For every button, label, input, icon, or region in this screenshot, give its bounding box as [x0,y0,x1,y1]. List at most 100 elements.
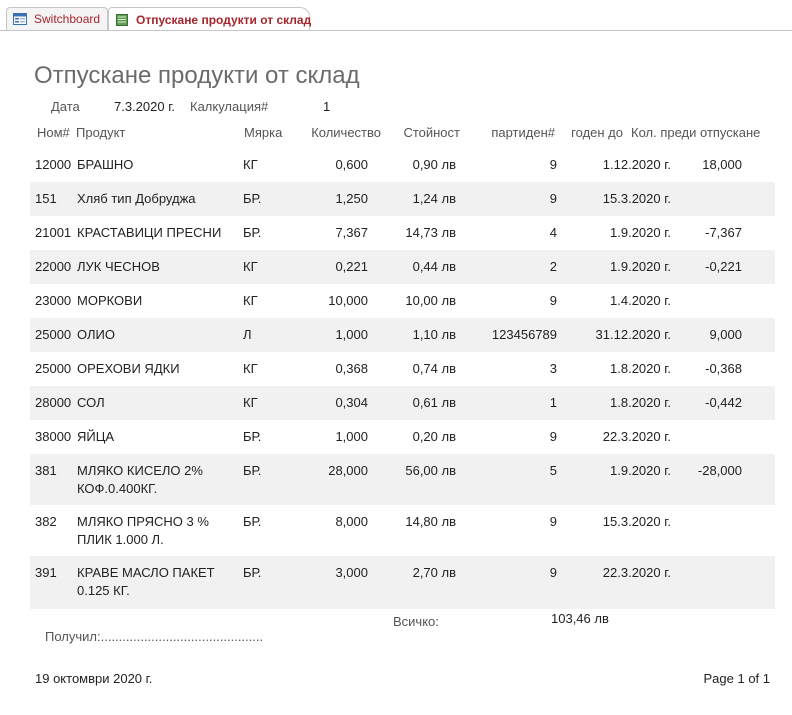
table-row: 25000 ОРЕХОВИ ЯДКИ КГ 0,368 0,74 лв 3 1.8.2020… [30,352,775,386]
calculation-label: Калкулация# [190,99,269,114]
cell-qty-before: -0,368 [705,361,742,376]
cell-unit: КГ [243,361,258,376]
cell-quantity: 1,000 [335,327,368,342]
cell-expiry: 1.9.2020 г. [610,225,671,240]
table-row: 38000 ЯЙЦА БР. 1,000 0,20 лв 9 22.3.2020 г. [30,420,775,454]
column-header-quantity: Количество [311,125,381,140]
cell-expiry: 1.8.2020 г. [610,361,671,376]
cell-product: МОРКОВИ [77,293,143,308]
cell-cost: 1,24 лв [412,191,456,206]
report-icon [116,13,128,26]
column-header-qty-before: Кол. преди отпускане [631,125,761,140]
cell-batch: 9 [549,429,557,444]
table-row: 381 МЛЯКО КИСЕЛО 2% КОФ.0.400КГ. БР. 28,000… [30,454,775,505]
tab-divider [0,30,792,31]
cell-number: 38000 [35,429,72,444]
cell-expiry: 1.9.2020 г. [610,463,671,478]
cell-batch: 9 [549,514,557,529]
cell-cost: 10,00 лв [405,293,456,308]
table-row: 151 Хляб тип Добруджа БР. 1,250 1,24 лв 9 15.3… [30,182,775,216]
document-tab-strip: Switchboard Отпускане продукти от склад [0,0,792,31]
date-label: Дата [51,99,80,114]
column-header-unit: Мярка [244,125,283,140]
cell-quantity: 0,221 [335,259,368,274]
cell-qty-before: 18,000 [702,157,742,172]
table-row: 391 КРАВЕ МАСЛО ПАКЕТ 0.125 КГ. БР. 3,000 2,… [30,556,775,609]
cell-unit: КГ [243,395,258,410]
cell-cost: 56,00 лв [405,463,456,478]
cell-unit: БР. [243,514,262,529]
tab-report[interactable]: Отпускане продукти от склад [108,7,312,31]
cell-unit: Л [243,327,252,342]
cell-cost: 14,73 лв [405,225,456,240]
cell-quantity: 0,368 [335,361,368,376]
cell-expiry: 22.3.2020 г. [602,429,671,444]
date-value: 7.3.2020 г. [114,99,175,114]
column-header-batch: партиден# [491,125,555,140]
cell-batch: 123456789 [491,327,557,342]
cell-unit: БР. [243,429,262,444]
cell-qty-before: -0,221 [705,259,742,274]
cell-qty-before: -0,442 [705,395,742,410]
tab-label: Switchboard [34,12,101,26]
cell-number: 391 [35,565,57,580]
cell-cost: 0,20 лв [412,429,456,444]
form-icon [13,13,27,25]
cell-expiry: 22.3.2020 г. [602,565,671,580]
page-number: Page 1 of 1 [703,671,771,686]
cell-product: ОЛИО [77,327,115,342]
cell-cost: 1,10 лв [412,327,456,342]
cell-unit: КГ [243,157,258,172]
cell-quantity: 0,304 [335,395,368,410]
cell-cost: 0,61 лв [412,395,456,410]
table-row: 22000 ЛУК ЧЕСНОВ КГ 0,221 0,44 лв 2 1.9.2020 г… [30,250,775,284]
cell-cost: 0,74 лв [412,361,456,376]
report-title: Отпускане продукти от склад [34,62,360,89]
cell-batch: 9 [549,293,557,308]
cell-qty-before: 9,000 [709,327,742,342]
column-header-number: Ном# [37,125,70,140]
received-by-line: Получил:................................… [45,629,264,644]
cell-quantity: 10,000 [328,293,368,308]
cell-expiry: 1.9.2020 г. [610,259,671,274]
cell-batch: 9 [549,191,557,206]
cell-product: ЯЙЦА [77,429,115,444]
table-row: 25000 ОЛИО Л 1,000 1,10 лв 123456789 31.12.202… [30,318,775,352]
tab-label: Отпускане продукти от склад [136,12,312,27]
cell-batch: 9 [549,157,557,172]
table-row: 28000 СОЛ КГ 0,304 0,61 лв 1 1.8.2020 г. -0,442 [30,386,775,420]
cell-cost: 14,80 лв [405,514,456,529]
cell-cost: 0,90 лв [412,157,456,172]
cell-product: КРАСТАВИЦИ ПРЕСНИ [77,225,222,240]
column-header-expiry: годен до [571,125,623,140]
cell-product: БРАШНО [77,157,134,172]
table-row: 21001 КРАСТАВИЦИ ПРЕСНИ БР. 7,367 14,73 лв 4 1… [30,216,775,250]
cell-qty-before: -7,367 [705,225,742,240]
cell-number: 28000 [35,395,72,410]
cell-cost: 0,44 лв [412,259,456,274]
table-row: 382 МЛЯКО ПРЯСНО 3 % ПЛИК 1.000 Л. БР. 8,00… [30,505,775,556]
tab-switchboard[interactable]: Switchboard [6,7,108,30]
cell-cost: 2,70 лв [412,565,456,580]
cell-number: 151 [35,191,57,206]
cell-quantity: 8,000 [335,514,368,529]
cell-expiry: 1.12.2020 г. [602,157,671,172]
cell-quantity: 0,600 [335,157,368,172]
table-row: 23000 МОРКОВИ КГ 10,000 10,00 лв 9 1.4.2020 г. [30,284,775,318]
cell-unit: БР. [243,565,262,580]
cell-expiry: 1.8.2020 г. [610,395,671,410]
cell-unit: БР. [243,191,262,206]
table-row: 12000 БРАШНО КГ 0,600 0,90 лв 9 1.12.2020 г. 18… [30,148,775,182]
total-label: Всичко: [393,614,439,629]
cell-number: 22000 [35,259,72,274]
cell-batch: 9 [549,565,557,580]
cell-expiry: 15.3.2020 г. [602,191,671,206]
cell-batch: 1 [549,395,557,410]
cell-quantity: 1,250 [335,191,368,206]
cell-quantity: 28,000 [328,463,368,478]
cell-product: ЛУК ЧЕСНОВ [77,259,160,274]
cell-expiry: 31.12.2020 г. [595,327,671,342]
cell-unit: БР. [243,463,262,478]
cell-expiry: 15.3.2020 г. [602,514,671,529]
